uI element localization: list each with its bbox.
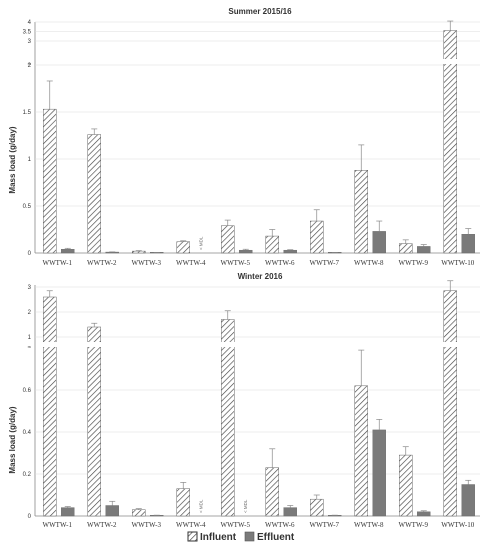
- bar-effluent: [417, 246, 431, 254]
- hatched-square-icon: [187, 531, 198, 542]
- x-tick-label: WWTW-8: [354, 259, 384, 267]
- x-tick-label: WWTW-1: [42, 259, 72, 267]
- chart-winter-y-ticks: 0 0.2 0.4 0.6 1 2 3 ≈: [23, 285, 32, 520]
- y-tick-label: 3.5: [23, 30, 32, 36]
- x-tick-label: WWTW-2: [87, 521, 117, 529]
- below-mdl-label: < MDL: [198, 236, 203, 250]
- x-tick-label: WWTW-6: [265, 259, 295, 267]
- x-tick-label: WWTW-9: [398, 259, 428, 267]
- y-tick-label: 2: [28, 63, 32, 69]
- x-tick-label: WWTW-5: [220, 259, 250, 267]
- x-tick-label: WWTW-7: [309, 521, 339, 529]
- chart-winter-bars: < MDL < MDL: [41, 280, 475, 517]
- x-tick-label: WWTW-7: [309, 259, 339, 267]
- chart-summer-x-ticks: WWTW-1 WWTW-2 WWTW-3 WWTW-4 WWTW-5 WWTW-6 WWTW…: [42, 259, 474, 267]
- y-tick-label: 0: [28, 514, 32, 520]
- gray-square-icon: [244, 531, 255, 542]
- x-tick-label: WWTW-3: [131, 521, 161, 529]
- bar-effluent: [105, 505, 119, 517]
- bar-break-gap: [41, 342, 59, 347]
- bar-influent: [87, 326, 101, 517]
- x-tick-label: WWTW-4: [176, 521, 206, 529]
- legend: Influent Effluent: [187, 531, 295, 543]
- x-tick-label: WWTW-9: [398, 521, 428, 529]
- y-tick-label: 3: [28, 285, 32, 291]
- bar-effluent: [461, 233, 475, 254]
- bar-effluent: [283, 507, 297, 517]
- chart-winter-x-ticks: WWTW-1 WWTW-2 WWTW-3 WWTW-4 WWTW-5 WWTW-6 WWTW…: [42, 521, 474, 529]
- bar-influent: [310, 220, 324, 254]
- x-tick-label: WWTW-4: [176, 259, 206, 267]
- bar-influent: [354, 170, 368, 254]
- bar-effluent: [283, 249, 297, 254]
- bar-effluent: [239, 249, 253, 254]
- axis-break-mark: ≈: [28, 62, 32, 68]
- bar-effluent: [372, 231, 386, 254]
- x-tick-label: WWTW-3: [131, 259, 161, 267]
- bar-influent: [399, 454, 413, 517]
- x-tick-label: WWTW-5: [220, 521, 250, 529]
- bar-influent: [221, 319, 235, 517]
- chart-winter-ylabel: Mass load (g/day): [8, 406, 17, 473]
- y-tick-label: 4: [28, 20, 32, 26]
- bar-effluent: [61, 507, 75, 517]
- below-mdl-label: < MDL: [243, 499, 248, 513]
- bar-influent: [354, 385, 368, 517]
- x-tick-label: WWTW-2: [87, 259, 117, 267]
- chart-summer: Summer 2015/16 Mass load (g/day) 0 0.5 1 1.…: [8, 7, 480, 267]
- bar-influent: [221, 225, 235, 254]
- bar-influent: [310, 498, 324, 517]
- bar-influent: [265, 467, 279, 517]
- y-tick-label: 0.2: [23, 472, 32, 478]
- chart-summer-title: Summer 2015/16: [228, 7, 292, 16]
- bar-break-gap: [441, 342, 459, 347]
- legend-effluent-label: Effluent: [257, 532, 295, 543]
- y-tick-label: 3: [28, 39, 32, 45]
- x-tick-label: WWTW-8: [354, 521, 384, 529]
- bar-influent: [176, 241, 190, 254]
- chart-winter: Winter 2016 Mass load (g/day) 0 0.2 0.4 0.6…: [8, 272, 480, 529]
- y-tick-label: 0.4: [23, 430, 32, 436]
- chart-summer-gridlines: [34, 21, 480, 254]
- bar-influent: [87, 134, 101, 254]
- y-tick-label: 1.5: [23, 110, 32, 116]
- bar-influent: [443, 290, 457, 517]
- bar-effluent: [417, 511, 431, 517]
- y-tick-label: 0.5: [23, 204, 32, 210]
- y-tick-label: 2: [28, 310, 32, 316]
- y-tick-label: 0.6: [23, 388, 32, 394]
- bar-effluent: [372, 429, 386, 517]
- chart-winter-gridlines: [34, 285, 480, 517]
- legend-influent-label: Influent: [200, 532, 237, 543]
- chart-summer-ylabel: Mass load (g/day): [8, 126, 17, 193]
- y-tick-label: 1: [28, 335, 32, 341]
- below-mdl-label: < MDL: [198, 499, 203, 513]
- bar-break-gap: [219, 342, 237, 347]
- bar-break-gap: [85, 342, 103, 347]
- bar-influent: [265, 235, 279, 254]
- chart-winter-title: Winter 2016: [238, 272, 283, 281]
- bar-influent: [176, 488, 190, 517]
- axis-break-mark: ≈: [28, 345, 32, 351]
- x-tick-label: WWTW-10: [441, 521, 475, 529]
- chart-summer-y-ticks: 0 0.5 1 1.5 2 3 3.5 4 ≈: [23, 20, 32, 257]
- y-tick-label: 0: [28, 251, 32, 257]
- bar-effluent: [61, 249, 75, 254]
- bar-effluent: [461, 484, 475, 517]
- bar-influent: [399, 243, 413, 254]
- bar-break-gap: [441, 59, 459, 64]
- x-tick-label: WWTW-1: [42, 521, 72, 529]
- bar-influent: [43, 296, 57, 517]
- x-tick-label: WWTW-10: [441, 259, 475, 267]
- chart-summer-bars: < MDL: [43, 20, 475, 254]
- y-tick-label: 1: [28, 157, 32, 163]
- x-tick-label: WWTW-6: [265, 521, 295, 529]
- bar-influent: [132, 250, 146, 254]
- bar-influent: [43, 108, 57, 254]
- bar-influent: [132, 509, 146, 517]
